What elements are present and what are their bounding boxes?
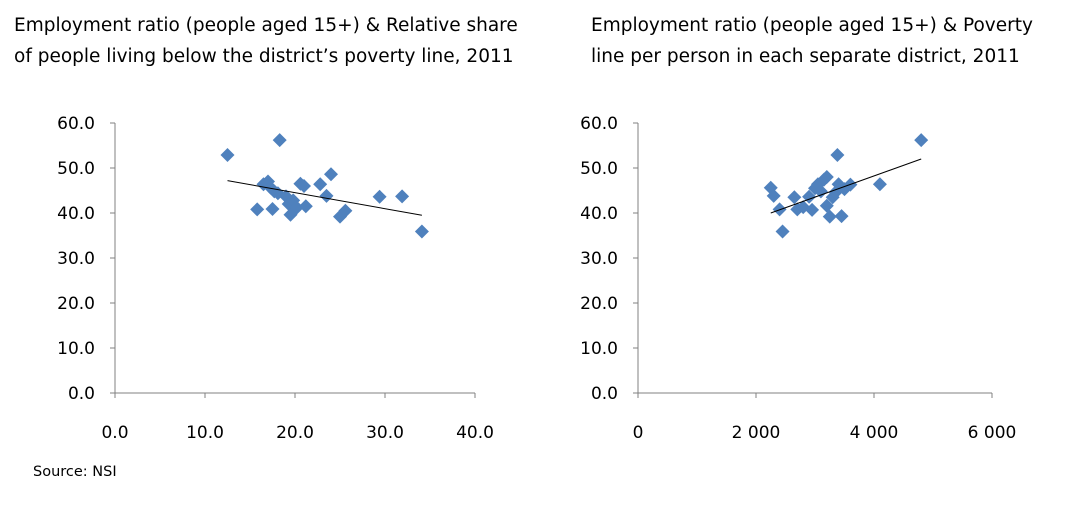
chart-2-data-point xyxy=(787,190,802,205)
chart-1-data-point xyxy=(297,179,311,193)
chart-2-x-tick-label: 0 xyxy=(633,423,644,443)
chart-1-data-point xyxy=(250,202,265,217)
chart-1-data-point xyxy=(313,177,328,192)
chart-1-y-tick-label: 40.0 xyxy=(57,204,95,224)
chart-1-data-point xyxy=(372,189,387,204)
chart-2-data-point xyxy=(834,209,849,224)
chart-1-x-tick-label: 40.0 xyxy=(456,423,494,443)
chart-2-y-tick-label: 20.0 xyxy=(580,294,618,314)
chart-1-data-point xyxy=(298,199,313,214)
chart-1-data-point xyxy=(272,133,287,148)
chart-2-y-tick-label: 60.0 xyxy=(580,114,618,134)
chart-title-line: Employment ratio (people aged 15+) & Rel… xyxy=(14,15,518,36)
chart-1-y-tick-label: 30.0 xyxy=(57,249,95,269)
chart-title-line: Employment ratio (people aged 15+) & Pov… xyxy=(591,15,1033,36)
chart-title-line: of people living below the district’s po… xyxy=(14,46,514,67)
chart-1-trendline xyxy=(227,180,422,216)
chart-2-y-tick-label: 40.0 xyxy=(580,204,618,224)
chart-1-y-tick-label: 10.0 xyxy=(57,339,95,359)
chart-2-data-point xyxy=(766,188,781,203)
chart-title-left: Employment ratio (people aged 15+) & Rel… xyxy=(14,10,518,72)
chart-1-y-tick-label: 60.0 xyxy=(57,114,95,134)
source-note: Source: NSI xyxy=(33,464,117,480)
chart-1-y-tick-label: 20.0 xyxy=(57,294,95,314)
chart-1-x-tick-label: 10.0 xyxy=(186,423,224,443)
chart-2-data-point xyxy=(914,133,929,148)
chart-2-data-point xyxy=(830,147,845,162)
chart-2-y-tick-label: 0.0 xyxy=(591,384,618,404)
chart-1-y-tick-label: 50.0 xyxy=(57,159,95,179)
chart-2-data-point xyxy=(813,184,828,199)
chart-1-y-tick-label: 0.0 xyxy=(68,384,95,404)
chart-1-data-point xyxy=(319,188,334,203)
chart-2-data-point xyxy=(872,177,887,192)
chart-2-x-tick-label: 2 000 xyxy=(732,423,781,443)
chart-1-data-point xyxy=(220,147,235,162)
chart-title-right: Employment ratio (people aged 15+) & Pov… xyxy=(591,10,1033,72)
chart-1-data-point xyxy=(289,200,304,215)
chart-1-data-point xyxy=(414,224,429,239)
chart-2-data-point xyxy=(819,198,834,213)
chart-2-data-point xyxy=(819,170,834,184)
chart-1-data-point xyxy=(265,201,280,216)
chart-2-x-tick-label: 4 000 xyxy=(850,423,899,443)
chart-1-data-point xyxy=(338,203,353,218)
chart-title-line: line per person in each separate distric… xyxy=(591,46,1020,67)
chart-2-data-point xyxy=(822,209,837,224)
chart-1-x-tick-label: 0.0 xyxy=(101,423,128,443)
chart-2-y-tick-label: 50.0 xyxy=(580,159,618,179)
chart-2-data-point xyxy=(775,224,790,239)
chart-2-data-point xyxy=(805,202,820,217)
chart-2-y-tick-label: 30.0 xyxy=(580,249,618,269)
chart-2-x-tick-label: 6 000 xyxy=(968,423,1017,443)
chart-2-y-tick-label: 10.0 xyxy=(580,339,618,359)
chart-1-data-point xyxy=(395,189,410,204)
chart-1-x-tick-label: 20.0 xyxy=(276,423,314,443)
chart-2-trendline xyxy=(770,158,922,214)
chart-1-data-point xyxy=(324,167,338,182)
chart-1-x-tick-label: 30.0 xyxy=(366,423,404,443)
